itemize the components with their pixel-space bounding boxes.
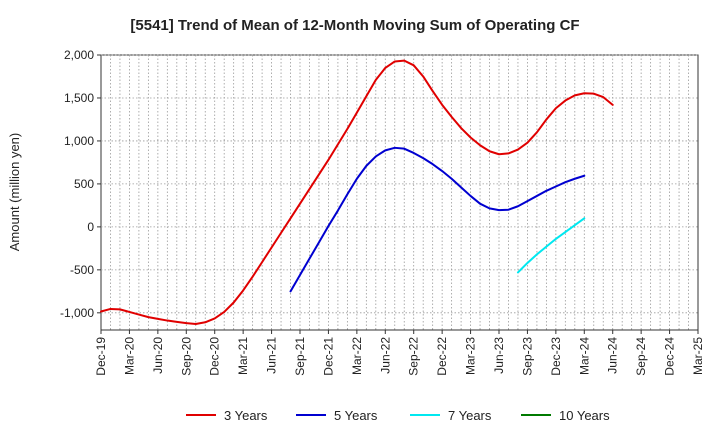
y-tick-label: 1,500 — [64, 91, 94, 105]
x-tick-label: Mar-21 — [236, 337, 250, 375]
x-tick-label: Sep-23 — [520, 337, 534, 376]
x-tick-label: Sep-20 — [179, 337, 193, 376]
y-tick-label: 0 — [87, 220, 94, 234]
x-tick-label: Mar-25 — [691, 337, 705, 375]
x-tick-label: Jun-24 — [606, 337, 620, 374]
series-line-3-years — [100, 59, 614, 325]
x-tick-label: Dec-22 — [435, 337, 449, 376]
x-tick-label: Sep-22 — [407, 337, 421, 376]
chart-title: [5541] Trend of Mean of 12-Month Moving … — [130, 17, 579, 34]
legend-label: 7 Years — [448, 408, 492, 423]
x-tick-label: Dec-24 — [663, 337, 677, 376]
y-tick-label: 1,000 — [64, 134, 94, 148]
x-tick-label: Mar-22 — [350, 337, 364, 375]
plot-area — [100, 54, 699, 331]
legend-label: 10 Years — [559, 408, 610, 423]
series-lines — [100, 59, 614, 325]
x-tick-label: Jun-22 — [378, 337, 392, 374]
y-tick-label: 500 — [74, 177, 94, 191]
legend: 3 Years 5 Years 7 Years 10 Years — [186, 408, 610, 423]
x-tick-label: Dec-19 — [94, 337, 108, 376]
y-axis-ticks: 2,000 1,500 1,000 500 0 -500 -1,000 — [60, 48, 101, 320]
x-tick-label: Jun-23 — [492, 337, 506, 374]
y-tick-label: -500 — [70, 263, 94, 277]
x-tick-label: Mar-24 — [577, 337, 591, 375]
x-tick-label: Sep-21 — [293, 337, 307, 376]
y-tick-label: -1,000 — [60, 306, 94, 320]
y-tick-label: 2,000 — [64, 48, 94, 62]
x-tick-label: Dec-20 — [208, 337, 222, 376]
x-tick-label: Jun-21 — [265, 337, 279, 374]
legend-label: 3 Years — [224, 408, 268, 423]
x-tick-label: Mar-20 — [122, 337, 136, 375]
x-tick-label: Dec-21 — [321, 337, 335, 376]
x-axis-ticks: Dec-19 Mar-20 Jun-20 Sep-20 Dec-20 Mar-21 Jun-… — [94, 330, 705, 376]
y-axis-label: Amount (million yen) — [7, 133, 22, 252]
series-line-5-years — [289, 146, 586, 293]
x-tick-label: Dec-23 — [549, 337, 563, 376]
x-tick-label: Jun-20 — [151, 337, 165, 374]
legend-label: 5 Years — [334, 408, 378, 423]
series-line-7-years — [516, 217, 586, 274]
grid — [101, 54, 698, 330]
x-tick-label: Sep-24 — [634, 337, 648, 376]
x-tick-label: Mar-23 — [464, 337, 478, 375]
